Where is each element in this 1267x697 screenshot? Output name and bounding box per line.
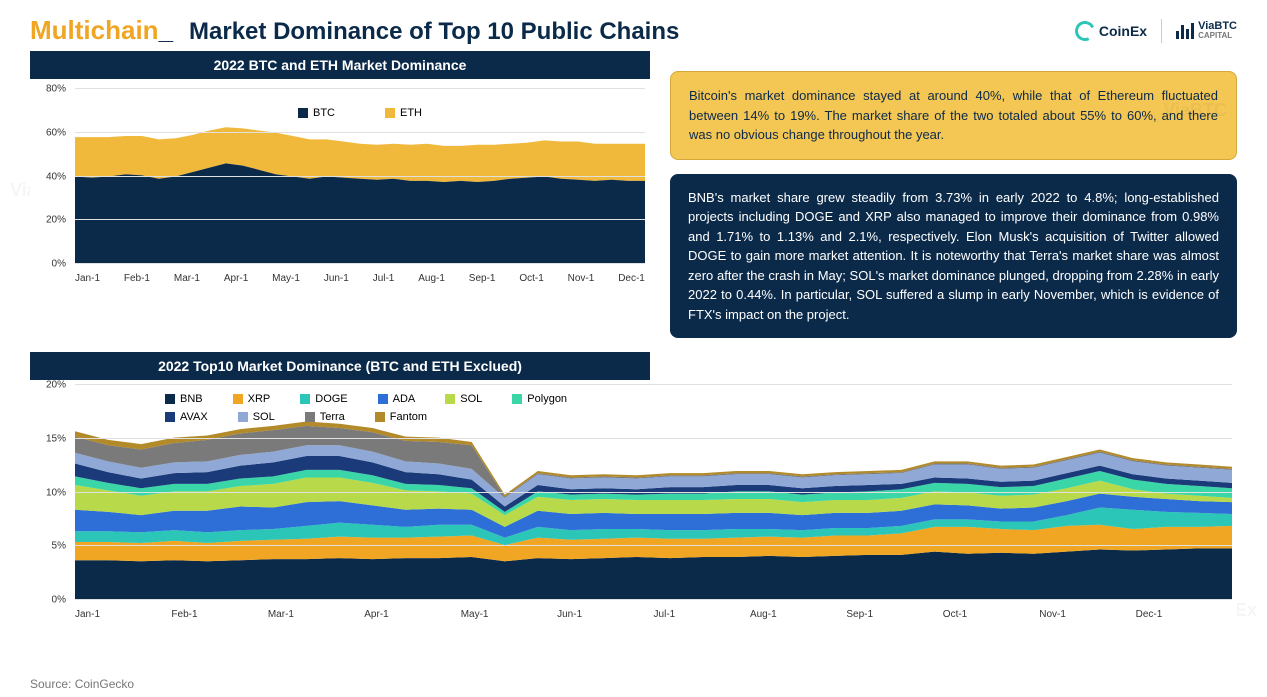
legend-item: BNB xyxy=(165,393,203,405)
legend-item: Polygon xyxy=(512,393,567,405)
callout-primary: Bitcoin's market dominance stayed at aro… xyxy=(670,71,1237,160)
chart2-legend: BNB XRP DOGE ADA SOL Polygon AVAX SOL Terra Fanto… xyxy=(165,393,625,423)
coinex-text: CoinEx xyxy=(1099,23,1147,39)
legend-item: DOGE xyxy=(300,393,347,405)
legend-item: ETH xyxy=(385,107,422,119)
legend-item: XRP xyxy=(233,393,271,405)
legend-item: ADA xyxy=(378,393,416,405)
viabtc-logo: ViaBTC CAPITAL xyxy=(1176,21,1237,40)
legend-item: AVAX xyxy=(165,411,208,423)
header: Multichain_ Market Dominance of Top 10 P… xyxy=(0,0,1267,51)
logo-divider xyxy=(1161,19,1162,43)
coinex-logo: CoinEx xyxy=(1075,21,1147,41)
chart2-box: 2022 Top10 Market Dominance (BTC and ETH… xyxy=(30,352,1237,625)
chart1-legend: BTC ETH xyxy=(298,107,422,119)
callout-secondary: BNB's market share grew steadily from 3.… xyxy=(670,174,1237,339)
chart1-box: 2022 BTC and ETH Market Dominance 0%20%4… xyxy=(30,51,650,289)
category-text-b: _ xyxy=(159,15,173,45)
legend-item: Fantom xyxy=(375,411,427,423)
category-label: Multichain_ xyxy=(30,15,173,46)
viabtc-icon xyxy=(1176,23,1194,39)
chart1-area: 0%20%40%60%80% BTCETH Jan-1Feb-1Mar-1Apr… xyxy=(30,79,650,289)
header-left: Multichain_ Market Dominance of Top 10 P… xyxy=(30,15,679,46)
page-title: Market Dominance of Top 10 Public Chains xyxy=(189,18,679,46)
legend-item: SOL xyxy=(445,393,482,405)
chart2-area: 0%5%10%15%20% BNBXRPDOGEADASOLPolygonAVA… xyxy=(30,380,1237,625)
legend-item: SOL xyxy=(238,411,275,423)
legend-item: Terra xyxy=(305,411,345,423)
chart2-title: 2022 Top10 Market Dominance (BTC and ETH… xyxy=(30,352,650,380)
legend-item: BTC xyxy=(298,107,335,119)
coinex-icon xyxy=(1072,18,1098,44)
source-label: Source: CoinGecko xyxy=(30,677,134,691)
category-text-a: Multichain xyxy=(30,15,159,45)
chart1-title: 2022 BTC and ETH Market Dominance xyxy=(30,51,650,79)
header-logos: CoinEx ViaBTC CAPITAL xyxy=(1075,19,1237,43)
viabtc-text-b: CAPITAL xyxy=(1198,32,1237,40)
